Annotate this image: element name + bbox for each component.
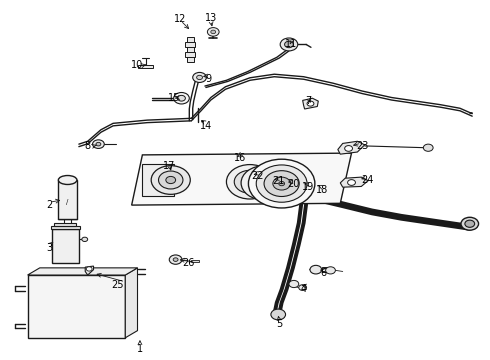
Text: 12: 12 (174, 14, 187, 24)
Text: 9: 9 (205, 74, 211, 84)
Circle shape (173, 93, 189, 104)
Text: 6: 6 (320, 268, 326, 278)
Circle shape (82, 237, 88, 242)
Polygon shape (125, 268, 138, 338)
Circle shape (93, 140, 104, 148)
Bar (187, 57, 194, 62)
Bar (322, 267, 327, 272)
Circle shape (271, 309, 286, 320)
Circle shape (86, 267, 92, 271)
Circle shape (465, 220, 475, 227)
Text: 1: 1 (137, 344, 143, 354)
Text: 3: 3 (47, 243, 52, 253)
Bar (187, 37, 194, 41)
Polygon shape (85, 266, 94, 275)
Circle shape (207, 28, 219, 36)
Circle shape (310, 265, 322, 274)
Circle shape (256, 167, 301, 200)
Bar (58, 180, 77, 220)
Text: 25: 25 (112, 280, 124, 290)
Circle shape (423, 144, 433, 151)
Text: 13: 13 (205, 13, 217, 23)
Text: 4: 4 (300, 284, 307, 294)
Bar (50, 226, 80, 229)
Circle shape (265, 173, 292, 193)
Circle shape (211, 30, 216, 34)
Polygon shape (340, 177, 368, 187)
Bar (143, 164, 174, 196)
Bar (54, 223, 76, 226)
Text: 7: 7 (305, 96, 312, 106)
Bar (185, 52, 195, 57)
Circle shape (344, 145, 352, 151)
Circle shape (256, 165, 307, 202)
Circle shape (307, 101, 314, 106)
Circle shape (461, 217, 479, 230)
Circle shape (159, 171, 183, 189)
Circle shape (273, 177, 291, 190)
Bar (139, 64, 153, 68)
Text: 26: 26 (183, 258, 195, 268)
Circle shape (279, 175, 302, 193)
Text: 2: 2 (47, 200, 53, 210)
Text: 21: 21 (272, 176, 284, 186)
Circle shape (347, 180, 355, 185)
Polygon shape (27, 275, 125, 338)
Polygon shape (132, 153, 351, 205)
Text: 17: 17 (163, 161, 175, 171)
Bar (185, 42, 195, 46)
Circle shape (96, 142, 101, 146)
Text: 18: 18 (316, 185, 328, 195)
Circle shape (169, 255, 182, 264)
Circle shape (326, 267, 335, 274)
Circle shape (264, 171, 299, 197)
Circle shape (241, 166, 288, 200)
Text: 23: 23 (356, 141, 368, 151)
Circle shape (166, 176, 175, 184)
Bar (187, 47, 194, 51)
Circle shape (193, 72, 206, 82)
Text: 24: 24 (361, 175, 373, 185)
Text: 16: 16 (234, 153, 246, 163)
Text: 11: 11 (285, 39, 297, 49)
Text: 22: 22 (251, 171, 264, 181)
Text: 19: 19 (302, 182, 315, 192)
Ellipse shape (58, 176, 77, 184)
Bar (52, 229, 79, 263)
Text: 20: 20 (288, 179, 300, 189)
Polygon shape (303, 98, 318, 109)
Polygon shape (338, 141, 365, 154)
Circle shape (250, 172, 279, 194)
Circle shape (151, 166, 190, 194)
Circle shape (285, 41, 294, 48)
Text: 10: 10 (131, 60, 144, 70)
Text: 15: 15 (168, 93, 180, 103)
Circle shape (226, 165, 273, 199)
Text: /: / (67, 199, 69, 205)
Circle shape (177, 95, 185, 101)
Circle shape (271, 170, 310, 198)
Circle shape (173, 258, 178, 261)
Circle shape (289, 280, 299, 288)
Circle shape (196, 75, 202, 80)
Text: 8: 8 (85, 141, 91, 151)
Bar (191, 260, 199, 262)
Circle shape (243, 177, 257, 187)
Circle shape (248, 159, 315, 208)
Circle shape (234, 170, 266, 193)
Polygon shape (27, 268, 138, 275)
Circle shape (280, 38, 298, 51)
Circle shape (299, 285, 307, 291)
Text: 5: 5 (276, 319, 282, 329)
Text: 14: 14 (200, 121, 212, 131)
Circle shape (279, 181, 285, 186)
